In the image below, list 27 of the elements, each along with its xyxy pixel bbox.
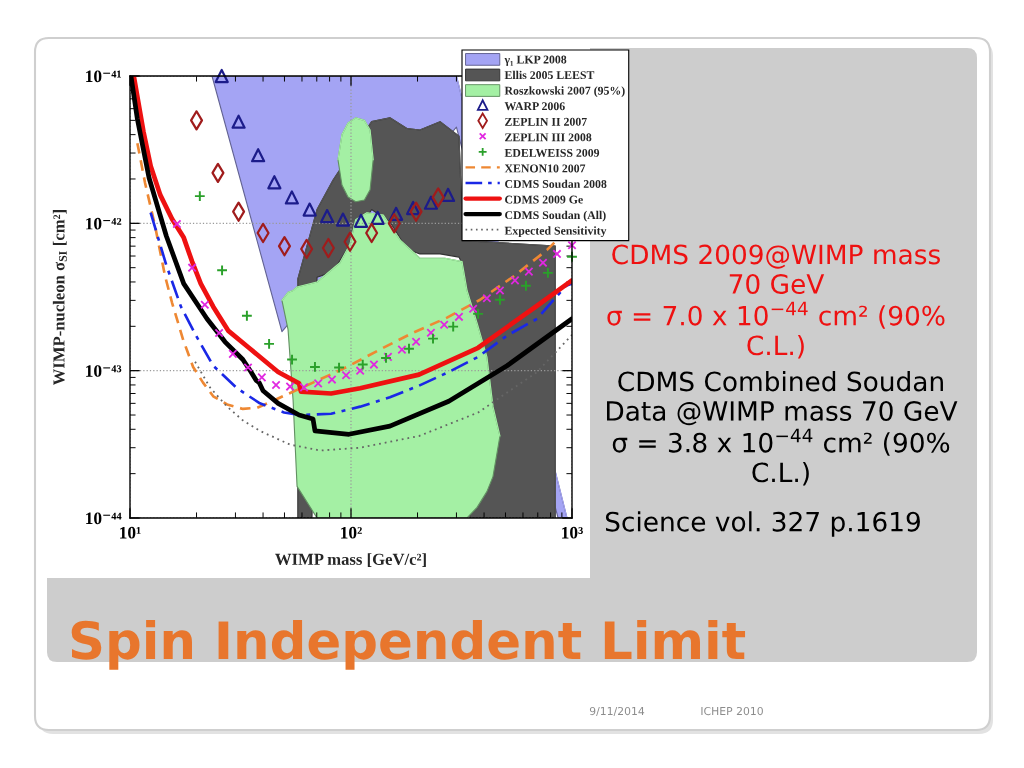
x-tick-label: 10¹: [120, 526, 141, 539]
text: Science vol. 327 p.1619: [605, 511, 920, 537]
legend-label: WARP 2006: [504, 102, 565, 111]
text: ICHEP 2010: [701, 706, 763, 716]
y-tick-label: 10⁻⁴²: [86, 217, 122, 230]
x-tick-label: 10³: [562, 526, 583, 539]
legend-label: ZEPLIN II 2007: [505, 117, 587, 126]
y-tick-label: 10⁻⁴⁴: [86, 512, 122, 525]
y-axis-title: WIMP-nucleon σ$_{SI}$ [cm²]: [52, 210, 67, 386]
text: CDMS Combined Soudan Data @WIMP mass 70 GeV σ = 3.8 x 10$^{−44}$ cm² (90% C.L.): [607, 371, 958, 486]
legend-label: ZEPLIN III 2008: [505, 133, 592, 142]
y-tick-label: 10⁻⁴¹: [86, 70, 121, 83]
x-tick-label: 10²: [341, 526, 362, 539]
legend-label: γ₁ LKP 2008: [504, 55, 567, 66]
x-axis-title: WIMP mass [GeV/c²]: [275, 553, 426, 567]
legend-label: EDELWEISS 2009: [504, 148, 600, 157]
text: CDMS 2009@WIMP mass 70 GeV σ = 7.0 x 10$^{−44}$ cm² (90% C.L.): [607, 244, 945, 359]
legend-label: CDMS 2009 Ge: [505, 195, 583, 204]
legend-label: CDMS Soudan 2008: [505, 179, 607, 189]
legend-label: XENON10 2007: [504, 164, 586, 173]
y-tick-label: 10⁻⁴³: [86, 365, 122, 377]
text: Spin Independent Limit: [71, 619, 746, 670]
text: 9/11/2014: [589, 706, 645, 716]
legend-label: CDMS Soudan (All): [505, 210, 606, 222]
legend-label: Roszkowski 2007 (95%): [504, 86, 625, 98]
legend-label: Expected Sensitivity: [504, 226, 607, 238]
legend-label: Ellis 2005 LEEST: [504, 70, 595, 80]
